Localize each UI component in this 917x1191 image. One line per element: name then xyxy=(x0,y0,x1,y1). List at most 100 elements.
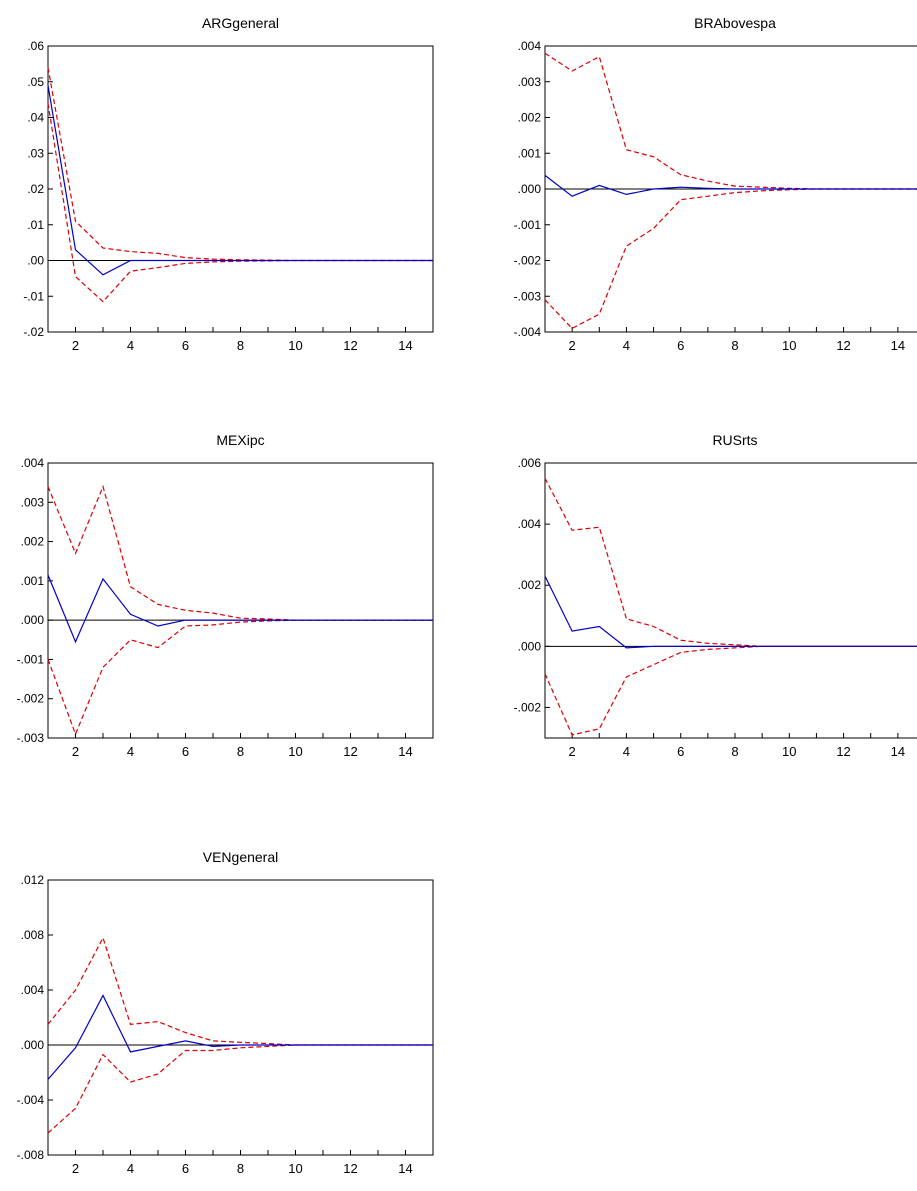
y-tick-label: .002 xyxy=(21,535,45,549)
response-line xyxy=(544,575,917,649)
confidence-band-line xyxy=(544,478,917,647)
x-tick-label: 4 xyxy=(127,744,134,759)
y-tick-label: -.008 xyxy=(17,1148,45,1162)
x-tick-label: 6 xyxy=(182,1161,189,1176)
y-tick-label: .05 xyxy=(27,75,44,89)
x-tick-label: 8 xyxy=(731,744,738,759)
y-tick-label: -.002 xyxy=(17,692,45,706)
x-tick-label: 2 xyxy=(569,338,576,353)
y-tick-label: .000 xyxy=(21,1038,45,1052)
x-tick-label: 12 xyxy=(343,338,357,353)
x-tick-label: 14 xyxy=(398,1161,412,1176)
y-tick-label: -.002 xyxy=(514,254,542,268)
y-tick-label: -.01 xyxy=(23,289,44,303)
x-tick-label: 8 xyxy=(237,338,244,353)
x-tick-label: 6 xyxy=(182,744,189,759)
confidence-band-line xyxy=(47,67,433,262)
y-tick-label: .01 xyxy=(27,218,44,232)
y-tick-label: -.02 xyxy=(23,325,44,339)
y-tick-label: .004 xyxy=(518,39,542,53)
y-tick-label: .004 xyxy=(21,983,45,997)
chart-title: VENgeneral xyxy=(203,849,279,865)
y-tick-label: -.004 xyxy=(17,1093,45,1107)
x-tick-label: 10 xyxy=(288,338,302,353)
y-tick-label: .02 xyxy=(27,182,44,196)
y-tick-label: -.001 xyxy=(514,218,542,232)
x-tick-label: 8 xyxy=(731,338,738,353)
chart-panel-4: RUSrts -.002 .000 .002 .004 .006 2 4 6 8 10 12 14 xyxy=(514,432,917,759)
y-tick-label: -.003 xyxy=(17,731,45,745)
x-tick-label: 10 xyxy=(782,338,796,353)
y-tick-label: .000 xyxy=(518,639,542,653)
x-tick-label: 4 xyxy=(623,338,630,353)
plot-frame xyxy=(47,462,434,739)
x-tick-label: 4 xyxy=(623,744,630,759)
x-tick-label: 14 xyxy=(398,744,412,759)
y-tick-label: -.002 xyxy=(514,700,542,714)
x-tick-label: 14 xyxy=(891,338,905,353)
confidence-band-line xyxy=(544,52,917,190)
chart-panel-1: ARGgeneral -.02 -.01 .00 .01 .02 .03 .04 .05 .06 2… xyxy=(23,15,434,353)
plot-frame xyxy=(544,462,917,739)
chart-panel-2: BRAbovespa -.004 -.003 -.002 -.001 .000 .001 .0… xyxy=(514,15,917,353)
y-tick-label: .04 xyxy=(27,111,44,125)
y-tick-label: .003 xyxy=(518,75,542,89)
y-tick-label: .004 xyxy=(21,456,45,470)
chart-panel-5: VENgeneral -.008 -.004 .000 .004 .008 .012 2 4 6 8… xyxy=(17,849,434,1176)
y-tick-label: -.003 xyxy=(514,289,542,303)
y-tick-label: .001 xyxy=(21,574,45,588)
x-tick-label: 6 xyxy=(182,338,189,353)
x-tick-label: 14 xyxy=(891,744,905,759)
x-tick-label: 10 xyxy=(288,1161,302,1176)
y-tick-label: .012 xyxy=(21,873,45,887)
y-tick-label: .000 xyxy=(21,613,45,627)
chart-title: BRAbovespa xyxy=(694,15,776,31)
y-tick-label: .008 xyxy=(21,928,45,942)
confidence-band-line xyxy=(47,1044,433,1134)
y-tick-label: .006 xyxy=(518,456,542,470)
response-line xyxy=(47,85,433,276)
x-tick-label: 14 xyxy=(398,338,412,353)
y-tick-label: .06 xyxy=(27,39,44,53)
y-tick-label: -.004 xyxy=(514,325,542,339)
x-tick-label: 10 xyxy=(288,744,302,759)
y-tick-label: .002 xyxy=(518,578,542,592)
y-tick-label: .002 xyxy=(518,111,542,125)
x-tick-label: 12 xyxy=(343,744,357,759)
y-tick-label: .00 xyxy=(27,254,44,268)
x-tick-label: 12 xyxy=(343,1161,357,1176)
x-tick-label: 8 xyxy=(237,744,244,759)
y-tick-label: .03 xyxy=(27,146,44,160)
x-tick-label: 4 xyxy=(127,1161,134,1176)
y-tick-label: .003 xyxy=(21,495,45,509)
x-tick-label: 8 xyxy=(237,1161,244,1176)
x-tick-label: 2 xyxy=(72,338,79,353)
y-tick-label: .004 xyxy=(518,517,542,531)
y-tick-label: .000 xyxy=(518,182,542,196)
x-tick-label: 4 xyxy=(127,338,134,353)
confidence-band-line xyxy=(544,188,917,330)
x-tick-label: 10 xyxy=(782,744,796,759)
x-tick-label: 2 xyxy=(569,744,576,759)
confidence-band-line xyxy=(47,484,433,621)
confidence-band-line xyxy=(47,103,433,303)
plot-frame xyxy=(47,879,434,1156)
response-line xyxy=(544,174,917,197)
x-tick-label: 12 xyxy=(836,744,850,759)
chart-title: RUSrts xyxy=(712,432,757,448)
chart-title: MEXipc xyxy=(216,432,264,448)
chart-panel-3: MEXipc -.003 -.002 -.001 .000 .001 .002 .003 .00… xyxy=(17,432,434,759)
plot-frame xyxy=(47,45,434,333)
x-tick-label: 6 xyxy=(677,338,684,353)
chart-title: ARGgeneral xyxy=(202,15,279,31)
confidence-band-line xyxy=(544,645,917,736)
x-tick-label: 12 xyxy=(836,338,850,353)
x-tick-label: 6 xyxy=(677,744,684,759)
confidence-band-line xyxy=(47,936,433,1046)
response-line xyxy=(47,574,433,644)
confidence-band-line xyxy=(47,619,433,736)
x-tick-label: 2 xyxy=(72,1161,79,1176)
y-tick-label: .001 xyxy=(518,146,542,160)
response-line xyxy=(47,994,433,1080)
